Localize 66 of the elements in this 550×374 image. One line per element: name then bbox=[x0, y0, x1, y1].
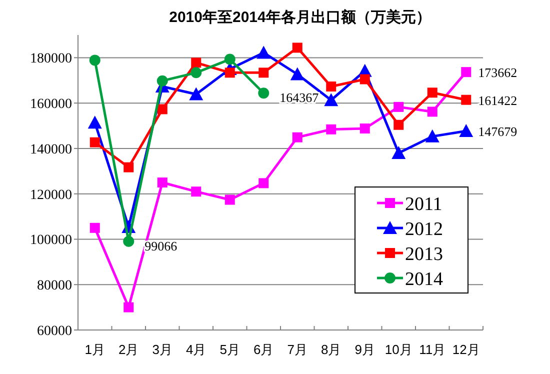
x-tick-label: 12月 bbox=[452, 342, 480, 357]
x-tick-label: 5月 bbox=[220, 342, 240, 357]
point bbox=[89, 54, 100, 66]
point bbox=[394, 120, 404, 130]
point bbox=[427, 88, 438, 98]
point bbox=[191, 58, 202, 68]
point bbox=[360, 123, 370, 134]
point bbox=[88, 116, 102, 129]
point bbox=[256, 46, 271, 59]
point bbox=[326, 124, 336, 134]
point bbox=[292, 42, 302, 53]
legend-label: 2014 bbox=[405, 269, 444, 290]
y-tick-label: 140000 bbox=[30, 142, 72, 158]
y-tick-label: 60000 bbox=[37, 324, 72, 339]
data-label: 161422 bbox=[478, 92, 518, 108]
point bbox=[124, 162, 134, 172]
point bbox=[427, 106, 438, 117]
point bbox=[258, 88, 270, 99]
x-tick-label: 7月 bbox=[287, 342, 308, 357]
point bbox=[224, 54, 236, 65]
point bbox=[157, 104, 168, 114]
point bbox=[90, 137, 100, 148]
legend-label: 2013 bbox=[405, 244, 443, 265]
point bbox=[123, 236, 134, 247]
point bbox=[360, 74, 370, 84]
y-tick-label: 160000 bbox=[30, 97, 72, 112]
data-label: 147679 bbox=[478, 124, 518, 140]
legend-label: 2012 bbox=[405, 219, 443, 240]
x-tick-label: 1月 bbox=[84, 342, 105, 357]
point bbox=[324, 93, 338, 106]
point bbox=[292, 132, 302, 142]
point bbox=[461, 67, 472, 78]
x-tick-label: 8月 bbox=[321, 342, 342, 357]
point bbox=[326, 82, 336, 92]
x-tick-label: 3月 bbox=[152, 342, 172, 357]
x-tick-label: 2月 bbox=[118, 342, 139, 357]
point bbox=[224, 194, 235, 205]
point bbox=[258, 178, 269, 188]
point bbox=[459, 124, 474, 138]
point bbox=[461, 94, 472, 105]
legend-label: 2011 bbox=[405, 194, 442, 215]
y-tick-label: 100000 bbox=[30, 233, 72, 248]
y-tick-label: 80000 bbox=[37, 278, 72, 294]
chart-title: 2010年至2014年各月出口额（万美元） bbox=[169, 8, 431, 26]
point bbox=[191, 186, 202, 197]
data-label: 164367 bbox=[280, 90, 320, 106]
point bbox=[189, 87, 204, 100]
point bbox=[157, 178, 168, 188]
point bbox=[224, 68, 235, 78]
point bbox=[290, 67, 304, 80]
x-tick-label: 9月 bbox=[354, 342, 375, 357]
point bbox=[90, 222, 100, 233]
x-tick-label: 10月 bbox=[384, 342, 412, 357]
point bbox=[124, 302, 134, 312]
point bbox=[425, 129, 440, 142]
y-tick-label: 120000 bbox=[30, 188, 72, 203]
data-label: 173662 bbox=[478, 65, 518, 80]
x-tick-label: 4月 bbox=[186, 342, 206, 357]
x-tick-label: 11月 bbox=[419, 342, 446, 357]
point bbox=[156, 75, 168, 86]
point bbox=[190, 67, 202, 78]
point bbox=[258, 68, 269, 78]
x-tick-label: 6月 bbox=[254, 342, 274, 357]
point bbox=[394, 102, 404, 112]
point bbox=[392, 146, 406, 159]
y-tick-label: 180000 bbox=[30, 52, 72, 67]
